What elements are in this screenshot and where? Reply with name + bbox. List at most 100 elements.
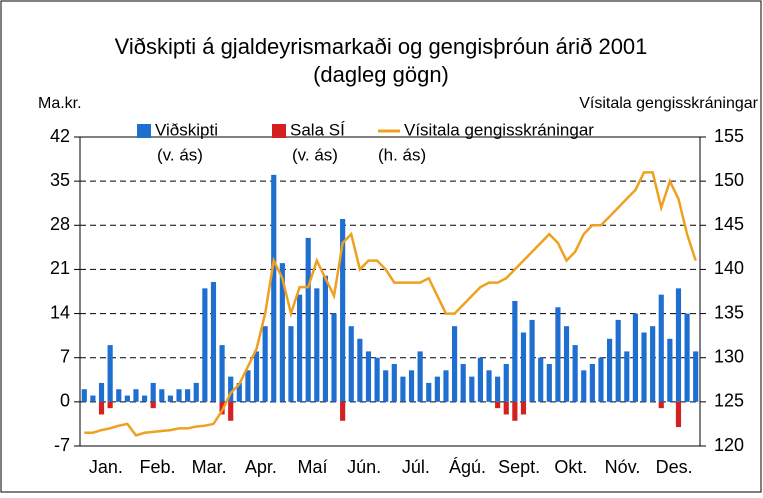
bar [81,389,87,402]
bar [314,288,320,402]
y-axis-label: Ma.kr. [38,95,82,112]
bar [675,401,682,428]
bar [116,389,122,402]
bar [253,351,260,402]
y-tick-label: 42 [50,126,70,146]
bar [658,294,664,402]
bar [391,364,397,402]
bar [675,288,682,402]
bar [452,326,458,402]
bar [426,382,432,402]
bar [322,275,328,402]
bar [650,326,656,402]
x-tick-label: Mar. [192,457,227,477]
bar [236,382,242,402]
bar [607,338,613,402]
bar [357,338,363,402]
bar [684,313,690,402]
bar [262,326,268,402]
legend-note: (h. ás) [378,145,426,164]
bar [383,370,389,402]
x-tick-label: Jan. [89,457,123,477]
y2-tick-label: 125 [714,391,744,411]
bar [297,294,303,402]
bar [340,218,346,402]
x-tick-label: Feb. [139,457,175,477]
bar [98,382,105,402]
y2-tick-label: 150 [714,170,744,190]
x-tick-label: Okt. [554,457,587,477]
x-tick-label: Nóv. [605,457,641,477]
y-tick-label: 0 [60,391,70,411]
chart-title: Viðskipti á gjaldeyrismarkaði og gengisþ… [115,34,648,59]
y2-tick-label: 130 [714,346,744,366]
x-tick-label: Maí [297,457,327,477]
bar [228,376,234,402]
x-tick-label: Júl. [402,457,430,477]
legend-swatch [272,124,286,138]
bar [228,401,234,421]
y-tick-label: 21 [50,258,70,278]
bar [288,326,294,402]
bar [598,357,604,402]
bar [98,401,105,415]
bar [107,401,113,409]
y-tick-label: 14 [50,302,70,322]
bar [434,376,440,402]
bar [90,395,96,402]
bar [641,332,647,402]
bar [400,376,406,402]
bar [520,332,527,402]
x-tick-label: Apr. [245,457,277,477]
bar [374,357,380,402]
y2-tick-label: 140 [714,258,744,278]
bar [443,370,449,402]
bar [658,401,664,409]
bar [150,382,156,402]
bar [563,326,570,402]
bar [193,382,199,402]
bar [632,313,638,402]
y-tick-label: 28 [50,214,70,234]
x-tick-label: Sept. [498,457,540,477]
bar [210,282,217,402]
bar [142,395,148,402]
bar [408,370,415,402]
bar [529,319,535,402]
bar [305,237,311,402]
legend-label: Viðskipti [155,120,218,139]
bar [503,401,509,415]
bar [365,351,372,402]
y-tick-label: -7 [54,435,70,455]
bar [693,351,699,402]
bar [512,401,518,421]
bar [107,345,113,402]
bar [176,389,182,402]
chart-subtitle: (dagleg gögn) [313,62,449,87]
bar [469,376,475,402]
y2-axis-label: Vísitala gengisskráningar [579,95,758,112]
x-tick-label: Des. [656,457,693,477]
bar [417,351,423,402]
legend-note: (v. ás) [292,145,338,164]
bar [615,319,621,402]
bar [150,401,156,409]
bar [520,401,527,415]
bar [581,370,587,402]
bar [477,357,483,402]
bar [589,364,595,402]
y2-tick-label: 145 [714,214,744,234]
bar [486,370,492,402]
bar [279,263,285,402]
bar [340,401,346,421]
bar [245,370,251,402]
x-tick-label: Jún. [347,457,381,477]
bar [555,307,561,402]
plot-area [79,136,701,447]
y2-tick-label: 135 [714,302,744,322]
bar [495,401,501,409]
bar [512,300,518,402]
legend-swatch [137,124,151,138]
x-tick-label: Ágú. [449,457,486,477]
